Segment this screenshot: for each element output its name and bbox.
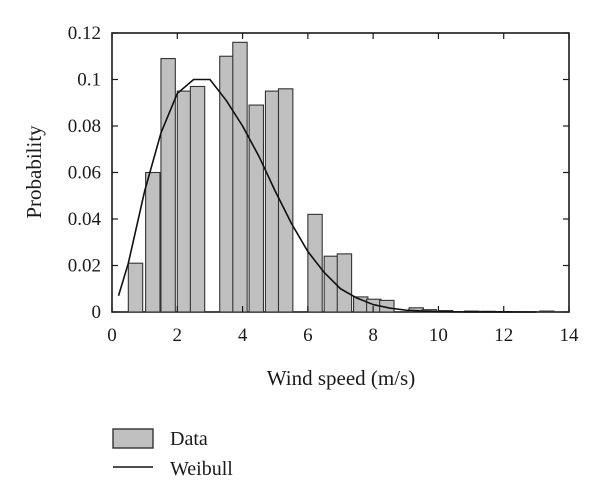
x-tick-label-4: 8 [368, 325, 378, 346]
x-tick-label-7: 14 [560, 325, 580, 346]
legend-weibull-label: Weibull [170, 458, 233, 480]
bar-4 [189, 85, 206, 313]
bar-3 [176, 90, 193, 313]
x-tick-label-6: 12 [494, 325, 513, 346]
y-tick-label-5: 0.1 [77, 70, 101, 91]
y-tick-label-3: 0.06 [68, 163, 101, 184]
y-tick-label-4: 0.08 [68, 116, 101, 137]
bars-layer [127, 41, 555, 313]
bar-9 [277, 88, 294, 313]
y-tick-label-0: 0 [92, 302, 102, 323]
y-tick-label-6: 0.12 [68, 23, 101, 44]
y-tick-label-2: 0.04 [68, 209, 102, 230]
x-tick-label-1: 2 [173, 325, 183, 346]
x-tick-label-3: 6 [303, 325, 313, 346]
legend-data-label: Data [170, 428, 208, 450]
x-tick-label-5: 10 [429, 325, 448, 346]
x-tick-label-0: 0 [107, 325, 117, 346]
bar-1 [145, 171, 161, 313]
y-tick-label-1: 0.02 [68, 256, 101, 277]
bar-22 [539, 310, 555, 313]
x-axis-title: Wind speed (m/s) [267, 366, 415, 390]
legend: Data Weibull [112, 428, 233, 480]
legend-data-swatch [112, 428, 154, 449]
bar-6 [232, 41, 248, 313]
axes-layer: 0 2 4 6 8 10 12 14 0 0.02 0.04 0.06 0.08 0.1 0.12 [68, 23, 579, 346]
bar-0 [127, 262, 144, 313]
bar-10 [307, 213, 323, 313]
x-tick-label-2: 4 [238, 325, 248, 346]
bar-8 [264, 90, 281, 313]
y-axis-title: Probability [22, 125, 46, 219]
bar-2 [160, 58, 176, 313]
bar-7 [248, 104, 265, 313]
bar-12 [336, 253, 353, 313]
